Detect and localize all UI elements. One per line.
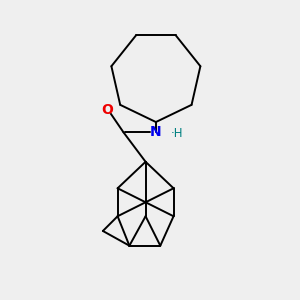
Text: ·H: ·H: [171, 127, 183, 140]
Text: O: O: [101, 103, 113, 117]
Text: N: N: [150, 125, 162, 139]
